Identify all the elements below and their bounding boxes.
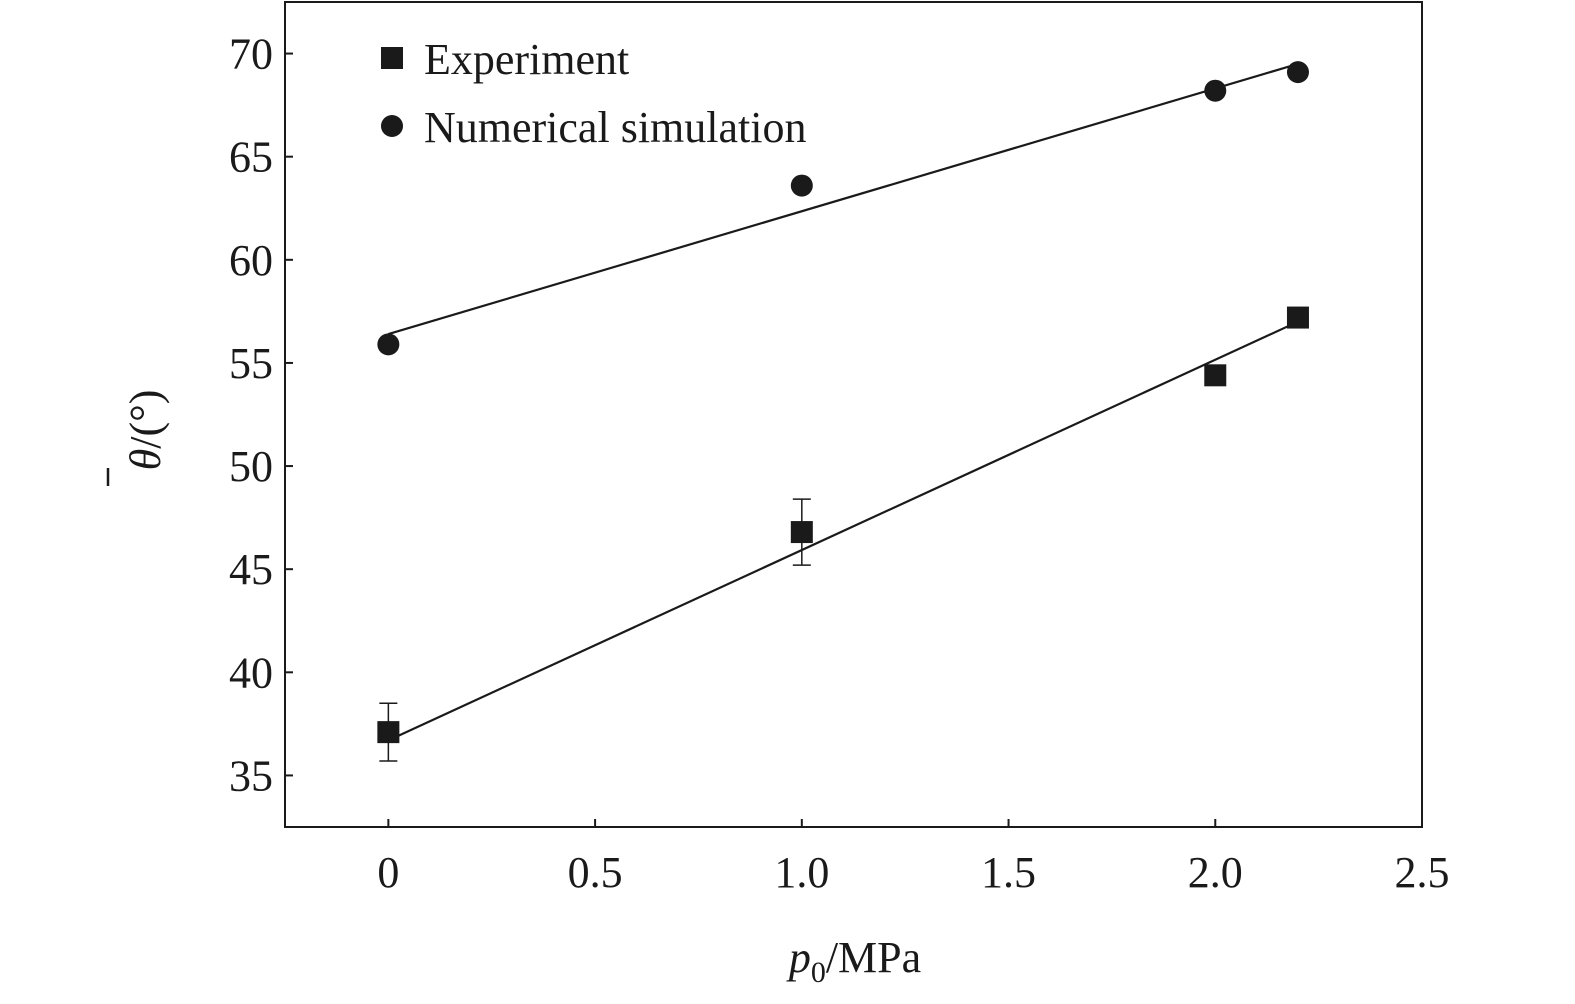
y-axis-ticks: 35 40 45 50 55 60 65 70 <box>229 30 293 800</box>
y-axis-unit: /(°) <box>121 390 170 449</box>
experiment-series <box>377 306 1309 762</box>
x-axis-subscript: 0 <box>811 956 826 989</box>
data-point <box>377 333 400 356</box>
data-point <box>790 174 813 197</box>
y-tick-label: 45 <box>229 545 273 594</box>
x-tick-label: 2.5 <box>1395 848 1450 897</box>
y-tick-label: 40 <box>229 648 273 697</box>
y-tick-label: 70 <box>229 30 273 79</box>
y-axis-title-text: θ/(°) <box>121 390 170 471</box>
y-tick-label: 50 <box>229 442 273 491</box>
y-axis-variable: θ <box>121 449 170 471</box>
data-point <box>790 521 813 544</box>
data-point <box>377 721 400 744</box>
x-axis-variable: p <box>786 933 811 982</box>
y-axis-title: θ/(°) <box>106 390 170 486</box>
x-tick-label: 0.5 <box>568 848 623 897</box>
y-tick-label: 35 <box>229 751 273 800</box>
x-tick-label: 1.0 <box>774 848 829 897</box>
y-tick-label: 60 <box>229 236 273 285</box>
data-point <box>1204 364 1227 387</box>
legend-label: Numerical simulation <box>424 103 806 152</box>
y-tick-label: 55 <box>229 339 273 388</box>
legend-circle-marker <box>381 115 403 137</box>
x-tick-label: 0 <box>377 848 399 897</box>
data-point <box>1286 306 1309 329</box>
x-axis-title: p0/MPa <box>786 933 921 989</box>
fit-line <box>388 62 1299 336</box>
x-axis-ticks: 0 0.5 1.0 1.5 2.0 2.5 <box>377 819 1450 897</box>
x-tick-label: 1.5 <box>981 848 1036 897</box>
plot-frame <box>284 1 1423 828</box>
legend: Experiment Numerical simulation <box>381 35 806 152</box>
x-tick-label: 2.0 <box>1188 848 1243 897</box>
y-tick-label: 65 <box>229 133 273 182</box>
series-layer <box>377 61 1309 762</box>
fit-line <box>387 320 1299 742</box>
legend-label: Experiment <box>424 35 629 84</box>
x-axis-unit: /MPa <box>826 933 921 982</box>
data-point <box>1286 61 1309 84</box>
data-point <box>1204 79 1227 102</box>
legend-square-marker <box>381 47 403 69</box>
simulation-series <box>377 61 1309 356</box>
